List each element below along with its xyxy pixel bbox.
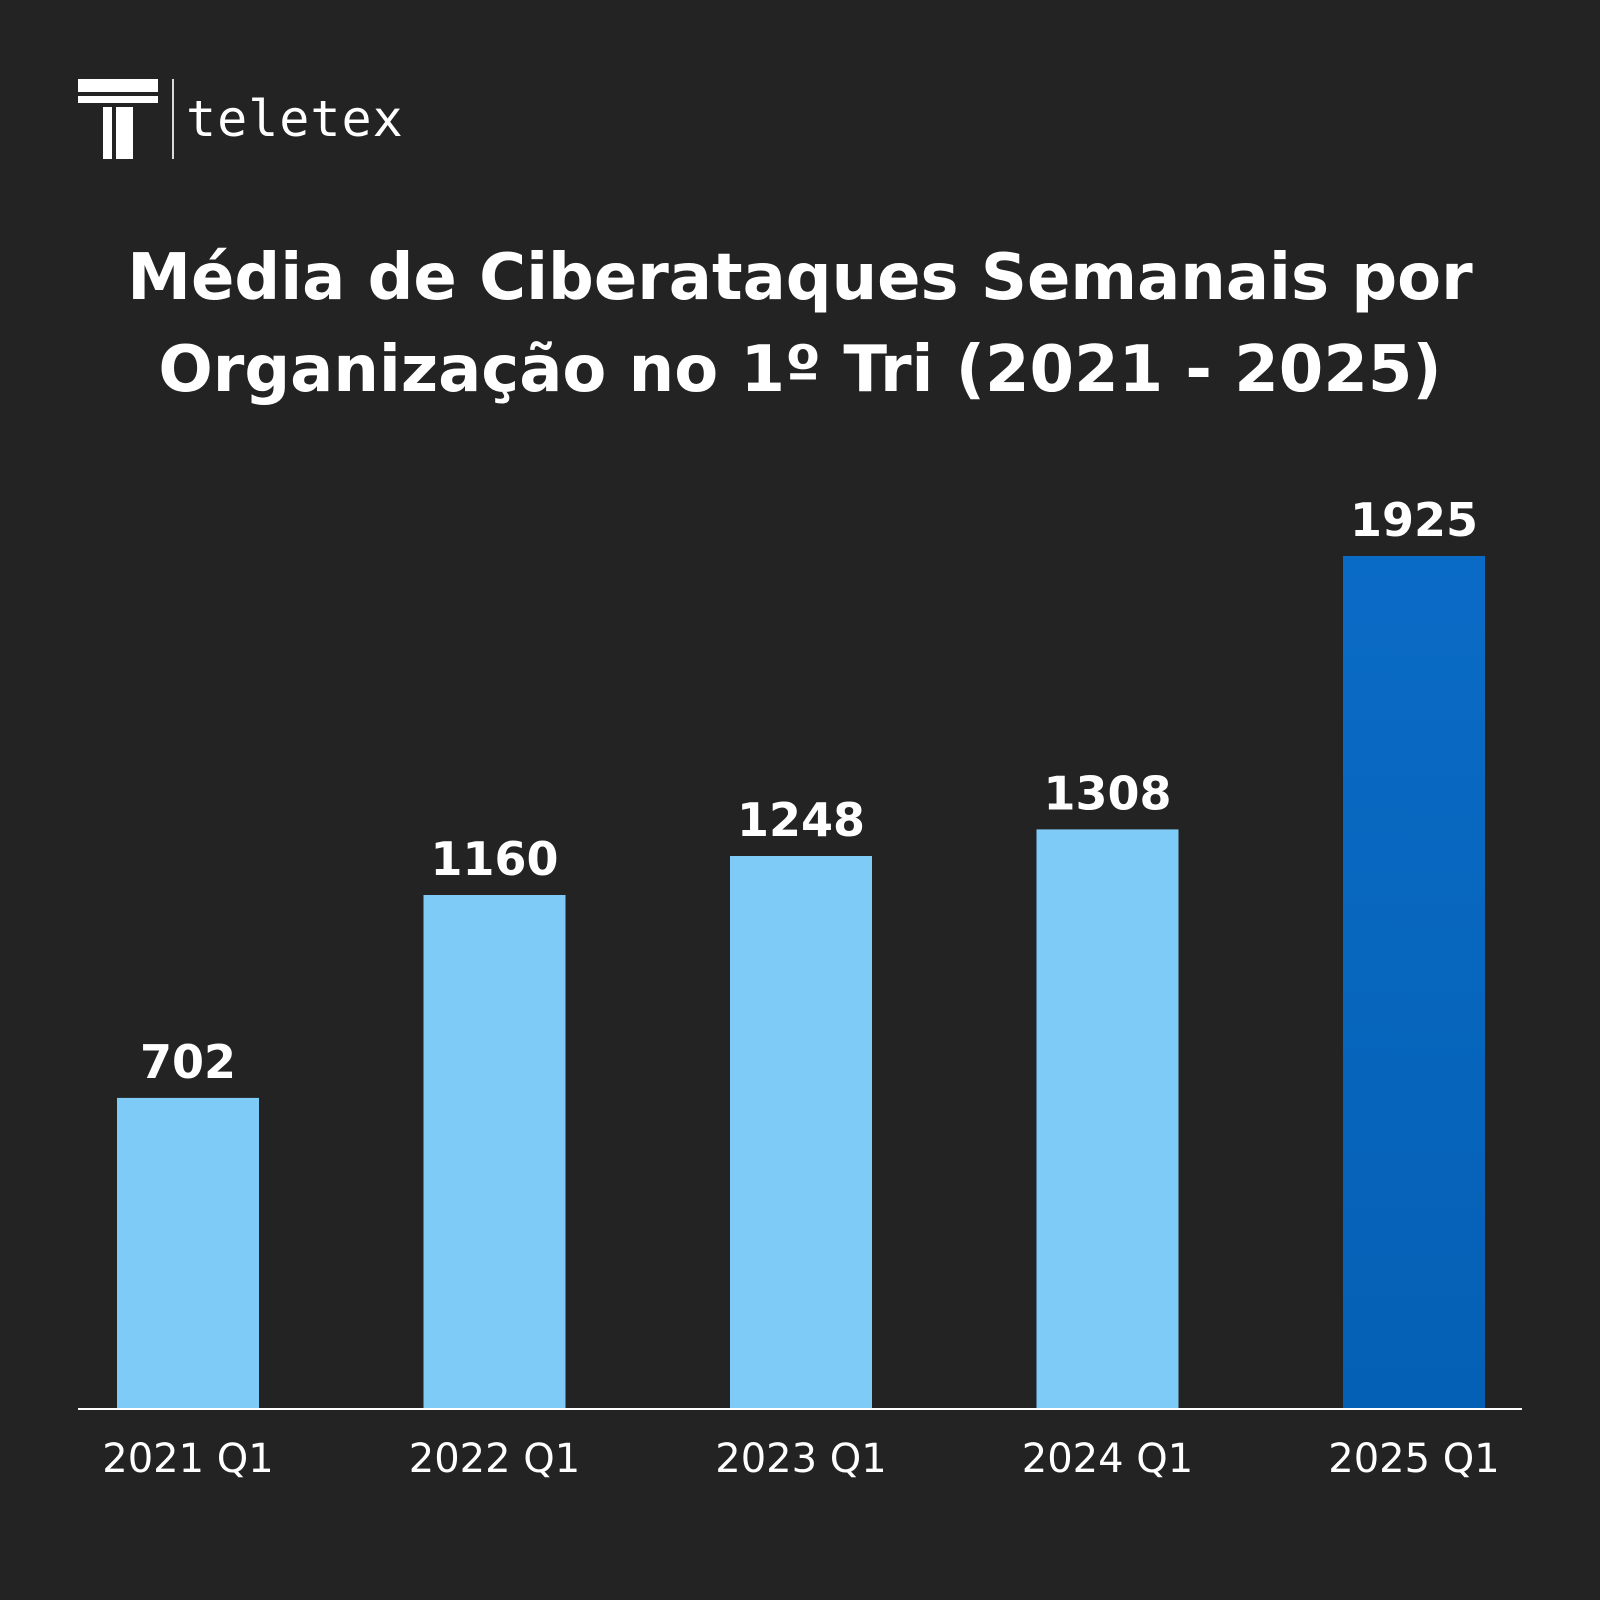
bar-2022-q1	[423, 895, 566, 1409]
bar-2024-q1	[1036, 829, 1179, 1409]
x-tick-label-2025-q1: 2025 Q1	[1328, 1436, 1499, 1482]
chart-title-line-2: Organização no 1º Tri (2021 - 2025)	[158, 333, 1442, 407]
bar-2025-q1	[1343, 556, 1485, 1409]
labels-group: 702 2021 Q1 1160 2022 Q1 1248 2023 Q1 1308 2024…	[102, 493, 1499, 1482]
data-label-2022-q1: 1160	[430, 832, 558, 886]
bar-2021-q1	[117, 1097, 259, 1409]
chart-title: Média de Ciberataques Semanais por Organ…	[40, 232, 1560, 416]
brand-logo: teletex	[78, 78, 404, 160]
x-tick-label-2024-q1: 2024 Q1	[1022, 1436, 1193, 1482]
data-label-2023-q1: 1248	[737, 793, 865, 847]
data-label-2021-q1: 702	[140, 1035, 236, 1089]
brand-name: teletex	[186, 90, 404, 148]
bar-2023-q1	[730, 856, 872, 1409]
data-label-2024-q1: 1308	[1043, 766, 1171, 820]
x-tick-label-2021-q1: 2021 Q1	[102, 1436, 273, 1482]
x-tick-label-2023-q1: 2023 Q1	[715, 1436, 886, 1482]
bars-group	[117, 556, 1485, 1409]
teletex-t-icon	[78, 79, 158, 159]
logo-divider	[172, 79, 174, 159]
chart-title-line-1: Média de Ciberataques Semanais por	[127, 241, 1473, 315]
x-tick-label-2022-q1: 2022 Q1	[409, 1436, 580, 1482]
data-label-2025-q1: 1925	[1350, 493, 1478, 547]
